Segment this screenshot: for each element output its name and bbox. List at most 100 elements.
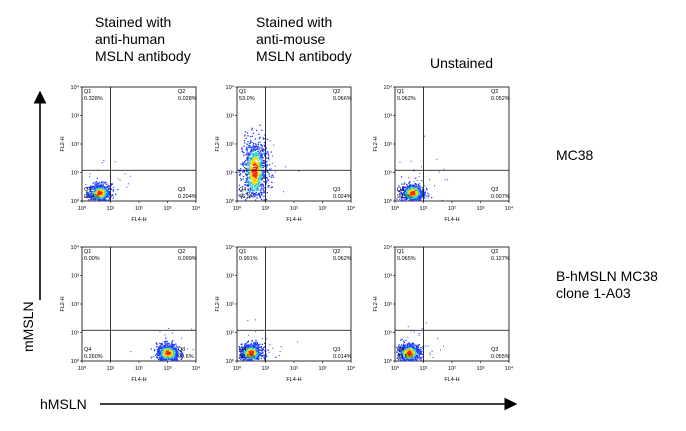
event-dot <box>414 198 416 200</box>
event-dot <box>418 352 421 354</box>
event-dot <box>249 171 251 173</box>
event-dot <box>263 171 265 173</box>
event-dot <box>256 347 258 349</box>
event-dot <box>103 190 105 193</box>
event-dot <box>254 138 257 140</box>
event-dot <box>252 348 254 350</box>
event-dot <box>262 189 264 191</box>
event-dot <box>420 347 422 349</box>
event-dot <box>240 357 242 359</box>
event-dot <box>174 359 176 361</box>
outlier-dot <box>247 162 249 164</box>
event-dot <box>414 358 416 360</box>
event-dot <box>401 357 404 359</box>
event-dot <box>247 157 249 159</box>
event-dot <box>400 344 403 346</box>
event-dot <box>170 358 173 361</box>
event-dot <box>159 342 161 345</box>
event-dot <box>247 141 249 143</box>
outlier-dot <box>244 359 246 361</box>
event-dot <box>255 349 257 351</box>
event-dot <box>409 196 411 198</box>
event-dot <box>261 177 264 179</box>
event-dot <box>95 183 97 185</box>
event-dot <box>427 192 429 194</box>
event-dot <box>246 346 248 348</box>
event-dot <box>257 142 259 144</box>
event-dot <box>413 356 415 358</box>
event-dot <box>413 353 416 355</box>
quadrant-label-q3: Q3 <box>333 347 340 353</box>
event-dot <box>251 135 253 137</box>
event-dot <box>165 358 168 360</box>
event-dot <box>255 145 257 148</box>
event-dot <box>424 193 426 195</box>
event-dot <box>88 195 90 197</box>
outlier-dot <box>298 170 300 172</box>
event-dot <box>253 181 255 183</box>
event-dot <box>169 356 171 358</box>
event-dot <box>256 178 258 180</box>
event-dot <box>406 192 408 195</box>
event-dot <box>107 195 109 198</box>
event-dot <box>413 185 415 187</box>
event-dot <box>411 199 413 201</box>
y-tick-label: 10⁰ <box>384 358 393 365</box>
event-dot <box>408 182 410 184</box>
event-dot <box>261 153 263 155</box>
event-dot <box>422 187 424 189</box>
event-dot <box>255 347 257 349</box>
event-dot <box>255 155 257 157</box>
y-tick-label: 10³ <box>226 274 234 280</box>
event-dot <box>418 196 420 198</box>
event-dot <box>260 184 262 186</box>
event-dot <box>411 350 414 352</box>
event-dot <box>258 354 260 357</box>
density-cloud <box>396 322 444 362</box>
event-dot <box>405 194 407 196</box>
outlier-dot <box>246 163 247 165</box>
outlier-dot <box>268 351 270 353</box>
event-dot <box>112 189 115 191</box>
outlier-dot <box>434 185 435 187</box>
event-dot <box>251 192 253 195</box>
event-dot <box>242 352 244 355</box>
event-dot <box>174 356 176 359</box>
event-dot <box>398 191 400 193</box>
event-dot <box>256 148 258 150</box>
event-dot <box>250 186 253 188</box>
event-dot <box>169 347 171 349</box>
row-label-mc38: MC38 <box>556 147 594 163</box>
quadrant-label-q1: Q1 <box>84 89 91 95</box>
event-dot <box>253 173 255 175</box>
outlier-dot <box>273 144 275 146</box>
outlier-dot <box>419 183 421 185</box>
event-dot <box>266 192 268 194</box>
event-dot <box>262 352 264 354</box>
event-dot <box>256 152 258 154</box>
event-dot <box>253 189 255 191</box>
event-dot <box>242 348 244 350</box>
event-dot <box>164 342 166 344</box>
event-dot <box>243 344 246 346</box>
event-dot <box>399 350 401 352</box>
event-dot <box>262 150 264 152</box>
event-dot <box>255 175 258 177</box>
event-dot <box>101 186 103 188</box>
event-dot <box>259 185 261 187</box>
event-dot <box>253 349 255 351</box>
event-dot <box>242 162 244 164</box>
event-dot <box>414 357 416 359</box>
density-cloud <box>238 319 299 362</box>
event-dot <box>255 156 257 158</box>
event-dot <box>160 359 162 361</box>
event-dot <box>251 359 254 361</box>
event-dot <box>413 188 415 191</box>
event-dot <box>264 346 266 348</box>
outlier-dot <box>171 349 173 351</box>
event-dot <box>181 357 183 360</box>
event-dot <box>272 174 274 176</box>
event-dot <box>261 147 263 149</box>
outlier-dot <box>279 351 281 353</box>
event-dot <box>240 355 243 357</box>
